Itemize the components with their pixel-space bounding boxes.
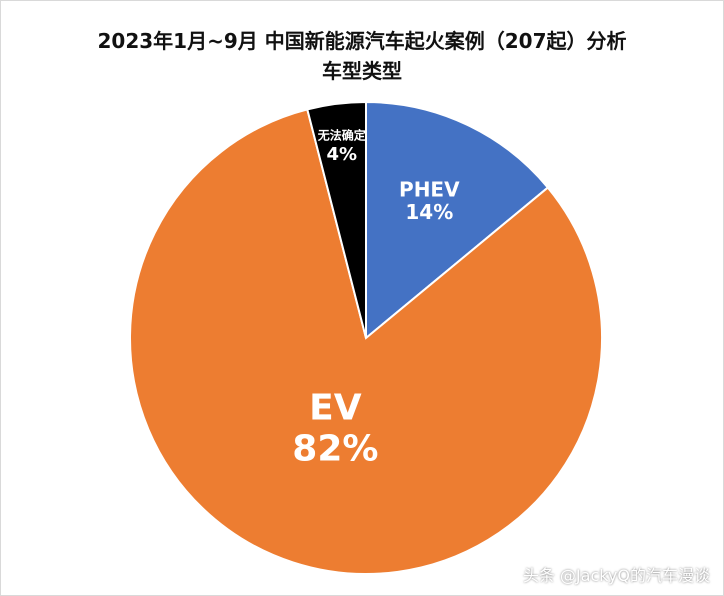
watermark: 头条 @JackyQ的汽车漫谈 bbox=[522, 566, 710, 585]
slice-value-1: 82% bbox=[292, 428, 378, 469]
slice-value-2: 4% bbox=[326, 144, 357, 165]
pie-slice-0 bbox=[365, 100, 550, 341]
slice-label-1: EV bbox=[309, 387, 362, 428]
chart-title: 2023年1月~9月 中国新能源汽车起火案例（207起）分析 车型类型 bbox=[0, 26, 724, 86]
slice-label-2: 无法确定 bbox=[317, 128, 366, 143]
slice-value-0: 14% bbox=[405, 200, 453, 224]
slice-label-0: PHEV bbox=[399, 177, 460, 201]
pie-slice-1 bbox=[129, 108, 603, 575]
chart-title-line1: 2023年1月~9月 中国新能源汽车起火案例（207起）分析 bbox=[97, 29, 627, 53]
pie-slice-2 bbox=[306, 100, 367, 339]
chart-title-line2: 车型类型 bbox=[322, 59, 402, 83]
